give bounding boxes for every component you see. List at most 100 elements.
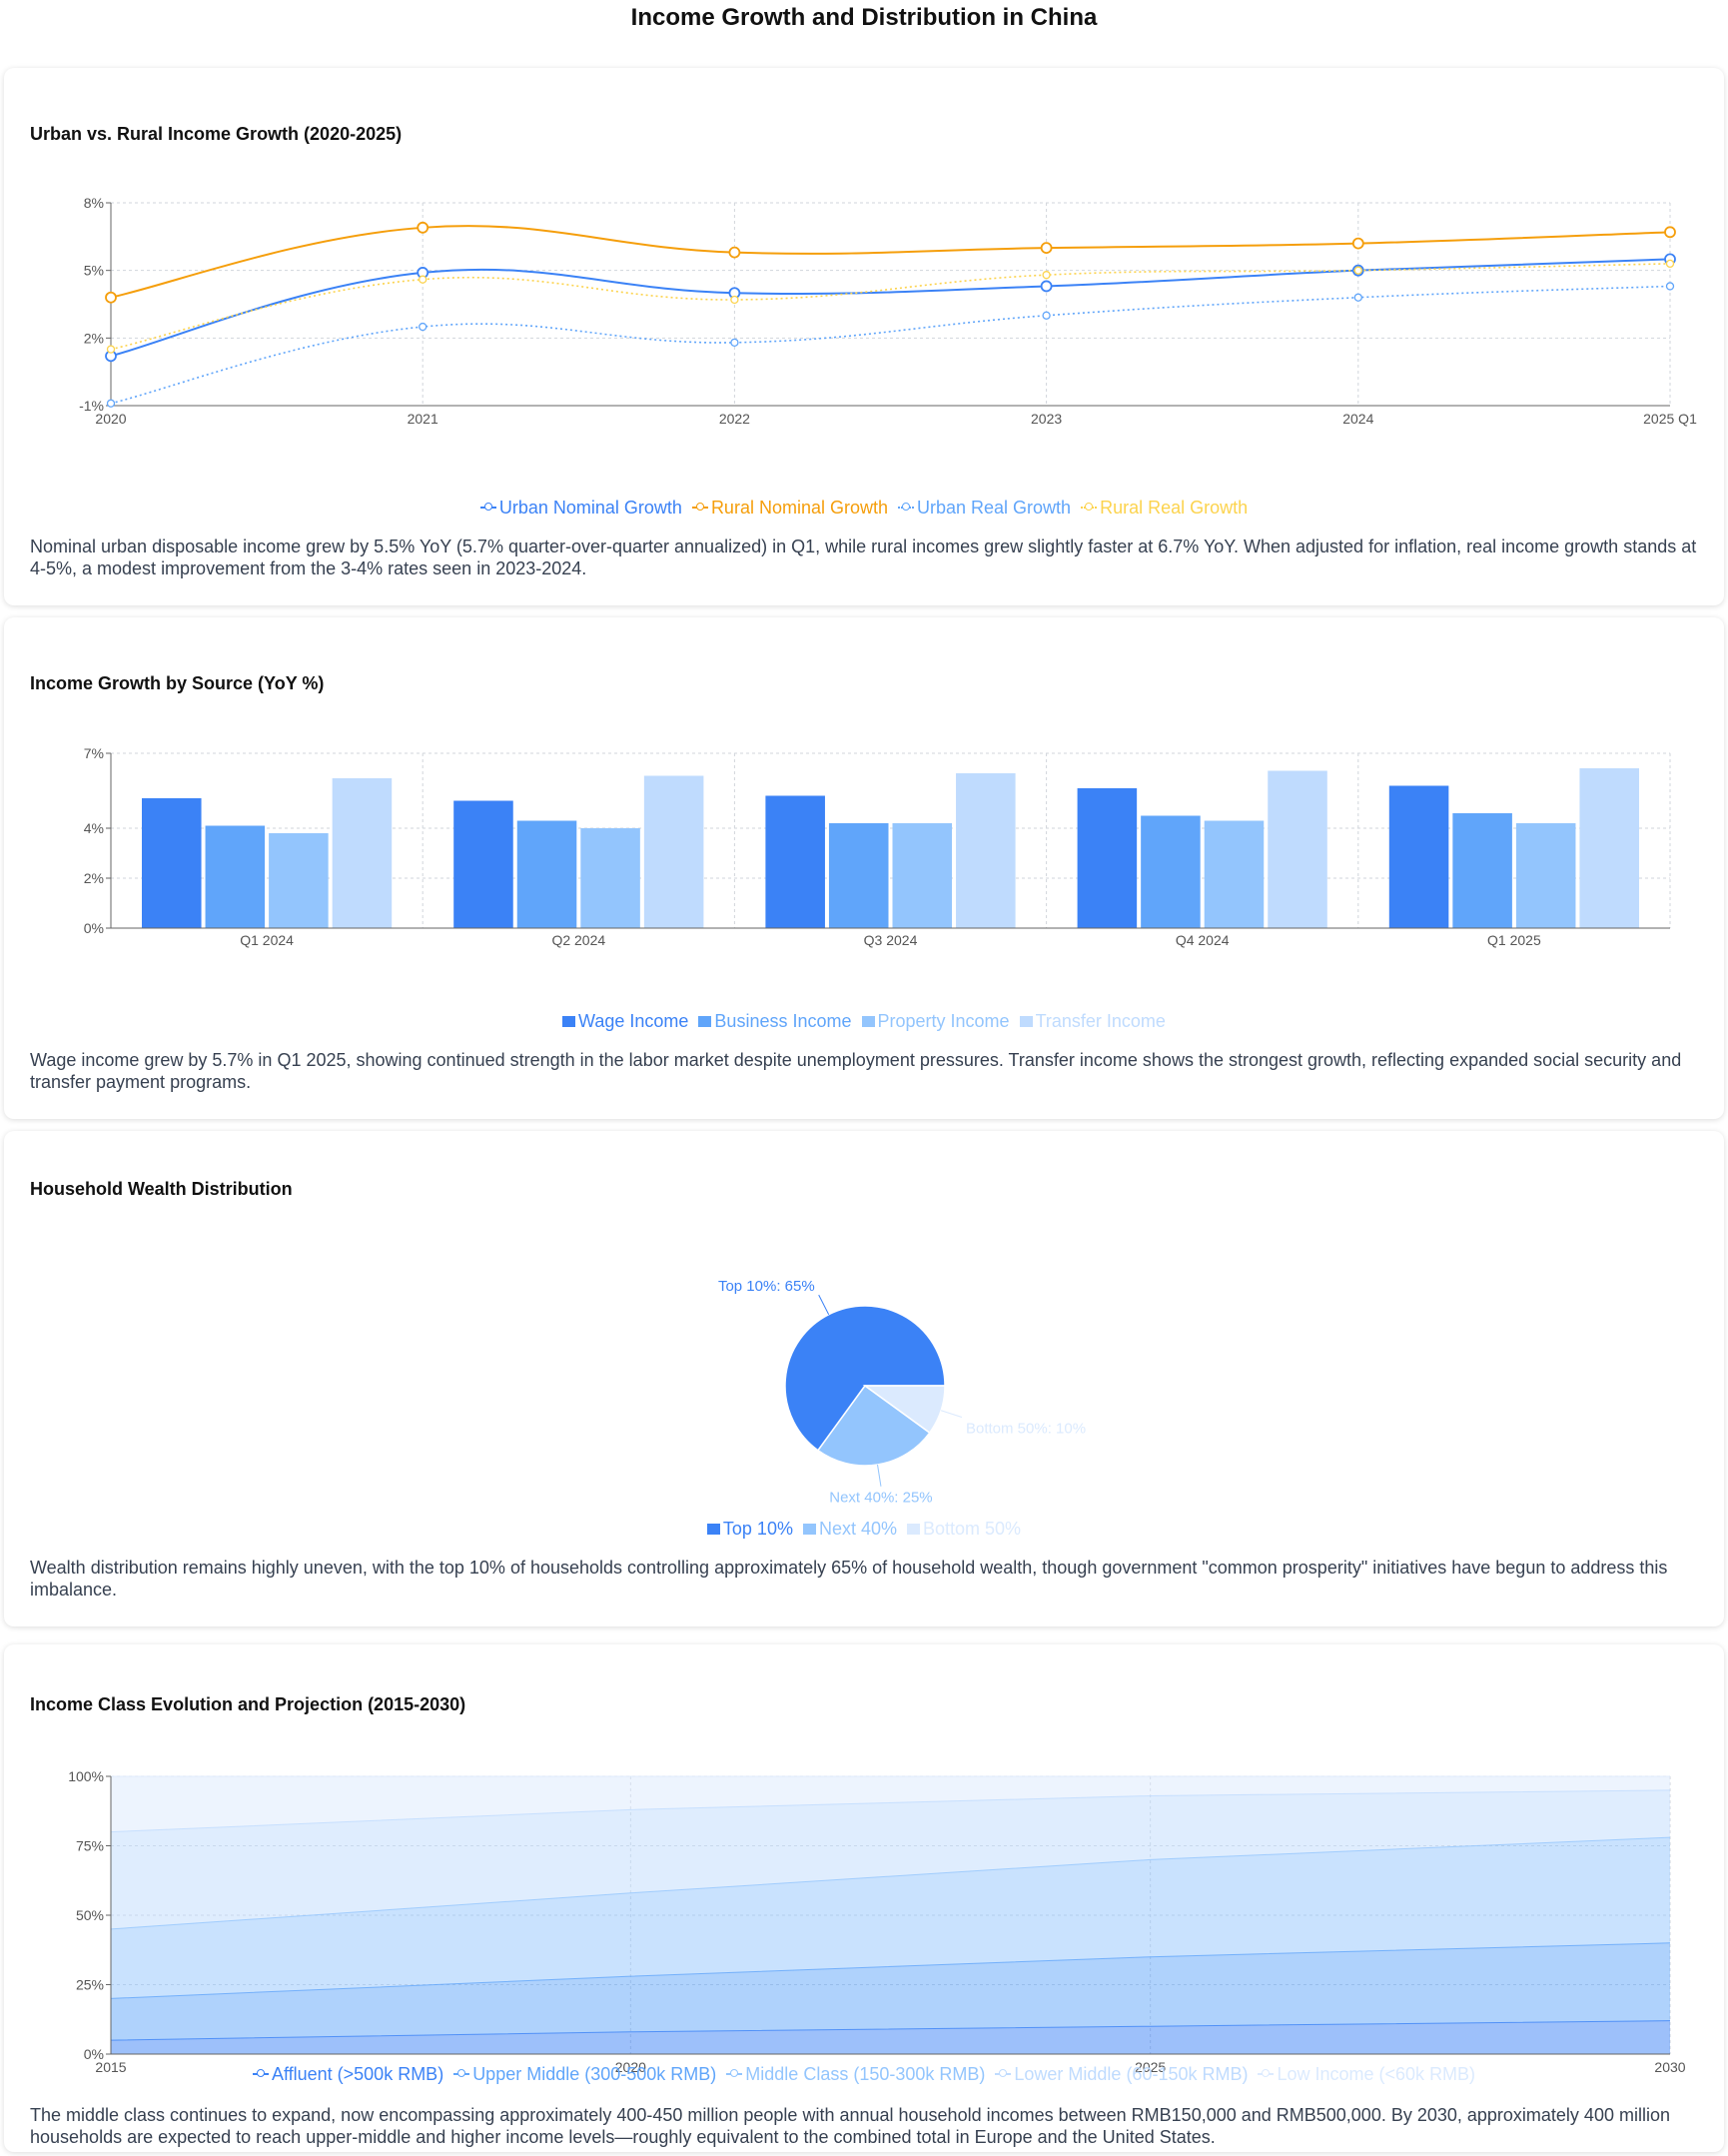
x-tick-label: 2025 [1135, 2059, 1166, 2075]
data-point-rural-real-growth [1353, 266, 1362, 275]
area-middle-class-150-300k-rmb [111, 1837, 1670, 1999]
y-tick-label: 8% [84, 195, 104, 211]
wealth-description: Wealth distribution remains highly uneve… [30, 1558, 1668, 1600]
income-growth-legend-item-urban-nominal-growth[interactable]: Urban Nominal Growth [479, 498, 682, 519]
legend-label: Rural Nominal Growth [710, 498, 888, 518]
legend-swatch-icon [907, 1524, 921, 1535]
y-tick-label: 2% [84, 330, 104, 346]
x-tick-label: 2024 [1342, 411, 1373, 427]
bar-wage-income [142, 798, 202, 928]
series-line-urban-nominal-growth [110, 258, 1671, 358]
legend-label: Business Income [714, 1011, 852, 1031]
x-tick-label: 2021 [408, 411, 438, 427]
pie-label-connector [877, 1464, 882, 1487]
income-class-description: The middle class continues to expand, no… [30, 2105, 1670, 2147]
data-point-urban-real-growth [1042, 311, 1051, 320]
legend-swatch-icon [562, 1016, 576, 1027]
income-class-legend-item-affluent-500k-rmb[interactable]: Affluent (>500k RMB) [252, 2064, 443, 2085]
legend-label: Wage Income [578, 1011, 689, 1031]
area-edge-middle-class-150-300k-rmb [110, 1836, 1671, 1930]
income-growth-chart: -1% 2% 5% 8% 2020 2021 2022 2023 2024 2025 Q1 [79, 195, 1697, 427]
x-tick-label: 2030 [1654, 2059, 1685, 2075]
legend-line-marker-icon [898, 503, 914, 512]
income-source-legend: Wage Income Business Income Property Incom… [4, 1011, 1724, 1032]
data-point-urban-real-growth [730, 338, 739, 347]
y-tick-label: 2% [84, 870, 104, 886]
income-source-chart: 0% 2% 4% 7% Q1 2024 Q2 2024 Q3 2024 Q4 2024 Q1 2… [84, 745, 1671, 948]
legend-label: Low Income (<60k RMB) [1277, 2064, 1476, 2084]
income-class-legend-item-middle-class-150-300k-rmb[interactable]: Middle Class (150-300k RMB) [726, 2064, 985, 2085]
income-source-legend-item-transfer-income[interactable]: Transfer Income [1019, 1011, 1166, 1032]
income-growth-legend-item-rural-real-growth[interactable]: Rural Real Growth [1081, 498, 1248, 519]
income-growth-card: Urban vs. Rural Income Growth (2020-2025… [4, 68, 1724, 605]
wealth-legend-item-top-10[interactable]: Top 10% [706, 1519, 793, 1540]
legend-label: Middle Class (150-300k RMB) [745, 2064, 986, 2084]
data-point-rural-nominal-growth [1664, 226, 1676, 239]
bar-business-income [828, 823, 889, 928]
y-tick-label: 0% [84, 2046, 104, 2062]
bar-business-income [1141, 815, 1201, 928]
legend-swatch-icon [802, 1524, 816, 1535]
pie-label-connector [940, 1410, 963, 1418]
bar-business-income [1452, 813, 1512, 928]
legend-label: Urban Real Growth [917, 498, 1072, 518]
data-point-urban-real-growth [419, 322, 428, 332]
legend-swatch-icon [706, 1524, 720, 1535]
income-class-legend-item-lower-middle-60-150k-rmb[interactable]: Lower Middle (60-150k RMB) [995, 2064, 1248, 2085]
bar-property-income [269, 833, 329, 928]
legend-line-marker-icon [252, 2069, 269, 2078]
legend-swatch-icon [698, 1016, 712, 1027]
bar-property-income [580, 828, 640, 928]
income-growth-description: Nominal urban disposable income grew by … [30, 537, 1697, 578]
y-tick-label: 4% [84, 820, 104, 836]
data-point-rural-nominal-growth [1351, 237, 1364, 250]
legend-label: Transfer Income [1035, 1011, 1166, 1031]
legend-label: Next 40% [818, 1519, 898, 1539]
series-line-rural-real-growth [110, 263, 1671, 351]
bar-wage-income [1388, 785, 1449, 928]
data-point-rural-nominal-growth [1040, 242, 1053, 255]
legend-label: Urban Nominal Growth [498, 498, 682, 518]
data-point-rural-real-growth [1665, 259, 1675, 269]
wealth-legend: Top 10% Next 40% Bottom 50% [4, 1519, 1724, 1540]
bar-wage-income [453, 800, 513, 928]
wealth-legend-item-bottom-50[interactable]: Bottom 50% [907, 1519, 1021, 1540]
legend-line-marker-icon [691, 503, 708, 512]
x-tick-label: Q4 2024 [1176, 932, 1230, 948]
bar-transfer-income [332, 778, 393, 928]
pie-slice-bottom-50 [862, 1385, 946, 1435]
income-growth-legend-item-urban-real-growth[interactable]: Urban Real Growth [898, 498, 1071, 519]
x-tick-label: 2020 [615, 2059, 646, 2075]
income-class-title: Income Class Evolution and Projection (2… [30, 1694, 466, 1714]
data-point-rural-nominal-growth [417, 221, 430, 234]
bar-business-income [205, 825, 266, 928]
pie-slice-label: Top 10%: 65% [718, 1278, 815, 1295]
data-point-urban-real-growth [1353, 293, 1362, 302]
x-tick-label: Q3 2024 [864, 932, 918, 948]
pie-slice-next-40 [816, 1384, 931, 1467]
legend-swatch-icon [861, 1016, 875, 1027]
bar-property-income [1204, 820, 1265, 928]
legend-label: Upper Middle (300-500k RMB) [472, 2064, 717, 2084]
income-source-legend-item-wage-income[interactable]: Wage Income [562, 1011, 688, 1032]
income-growth-legend-item-rural-nominal-growth[interactable]: Rural Nominal Growth [691, 498, 888, 519]
income-class-legend-item-low-income-60k-rmb[interactable]: Low Income (<60k RMB) [1258, 2064, 1475, 2085]
data-point-rural-real-growth [419, 275, 428, 284]
income-class-legend-item-upper-middle-300-500k-rmb[interactable]: Upper Middle (300-500k RMB) [453, 2064, 716, 2085]
income-source-legend-item-business-income[interactable]: Business Income [698, 1011, 852, 1032]
pie-slice-label: Bottom 50%: 10% [966, 1421, 1086, 1438]
wealth-chart: Top 10%: 65% Next 40%: 25% Bottom 50%: 10% [718, 1278, 1086, 1507]
y-tick-label: 50% [76, 1907, 104, 1923]
income-class-legend: Affluent (>500k RMB) Upper Middle (300-50… [4, 2064, 1724, 2085]
legend-label: Property Income [877, 1011, 1010, 1031]
legend-line-marker-icon [1258, 2069, 1275, 2078]
bar-transfer-income [643, 775, 704, 928]
bar-transfer-income [956, 773, 1016, 928]
area-lower-middle-60-150k-rmb [111, 1789, 1670, 1929]
area-upper-middle-300-500k-rmb [111, 1942, 1670, 2041]
x-tick-label: 2025 Q1 [1643, 411, 1697, 427]
wealth-legend-item-next-40[interactable]: Next 40% [802, 1519, 898, 1540]
income-source-legend-item-property-income[interactable]: Property Income [861, 1011, 1010, 1032]
bar-business-income [516, 820, 577, 928]
legend-swatch-icon [1019, 1016, 1033, 1027]
